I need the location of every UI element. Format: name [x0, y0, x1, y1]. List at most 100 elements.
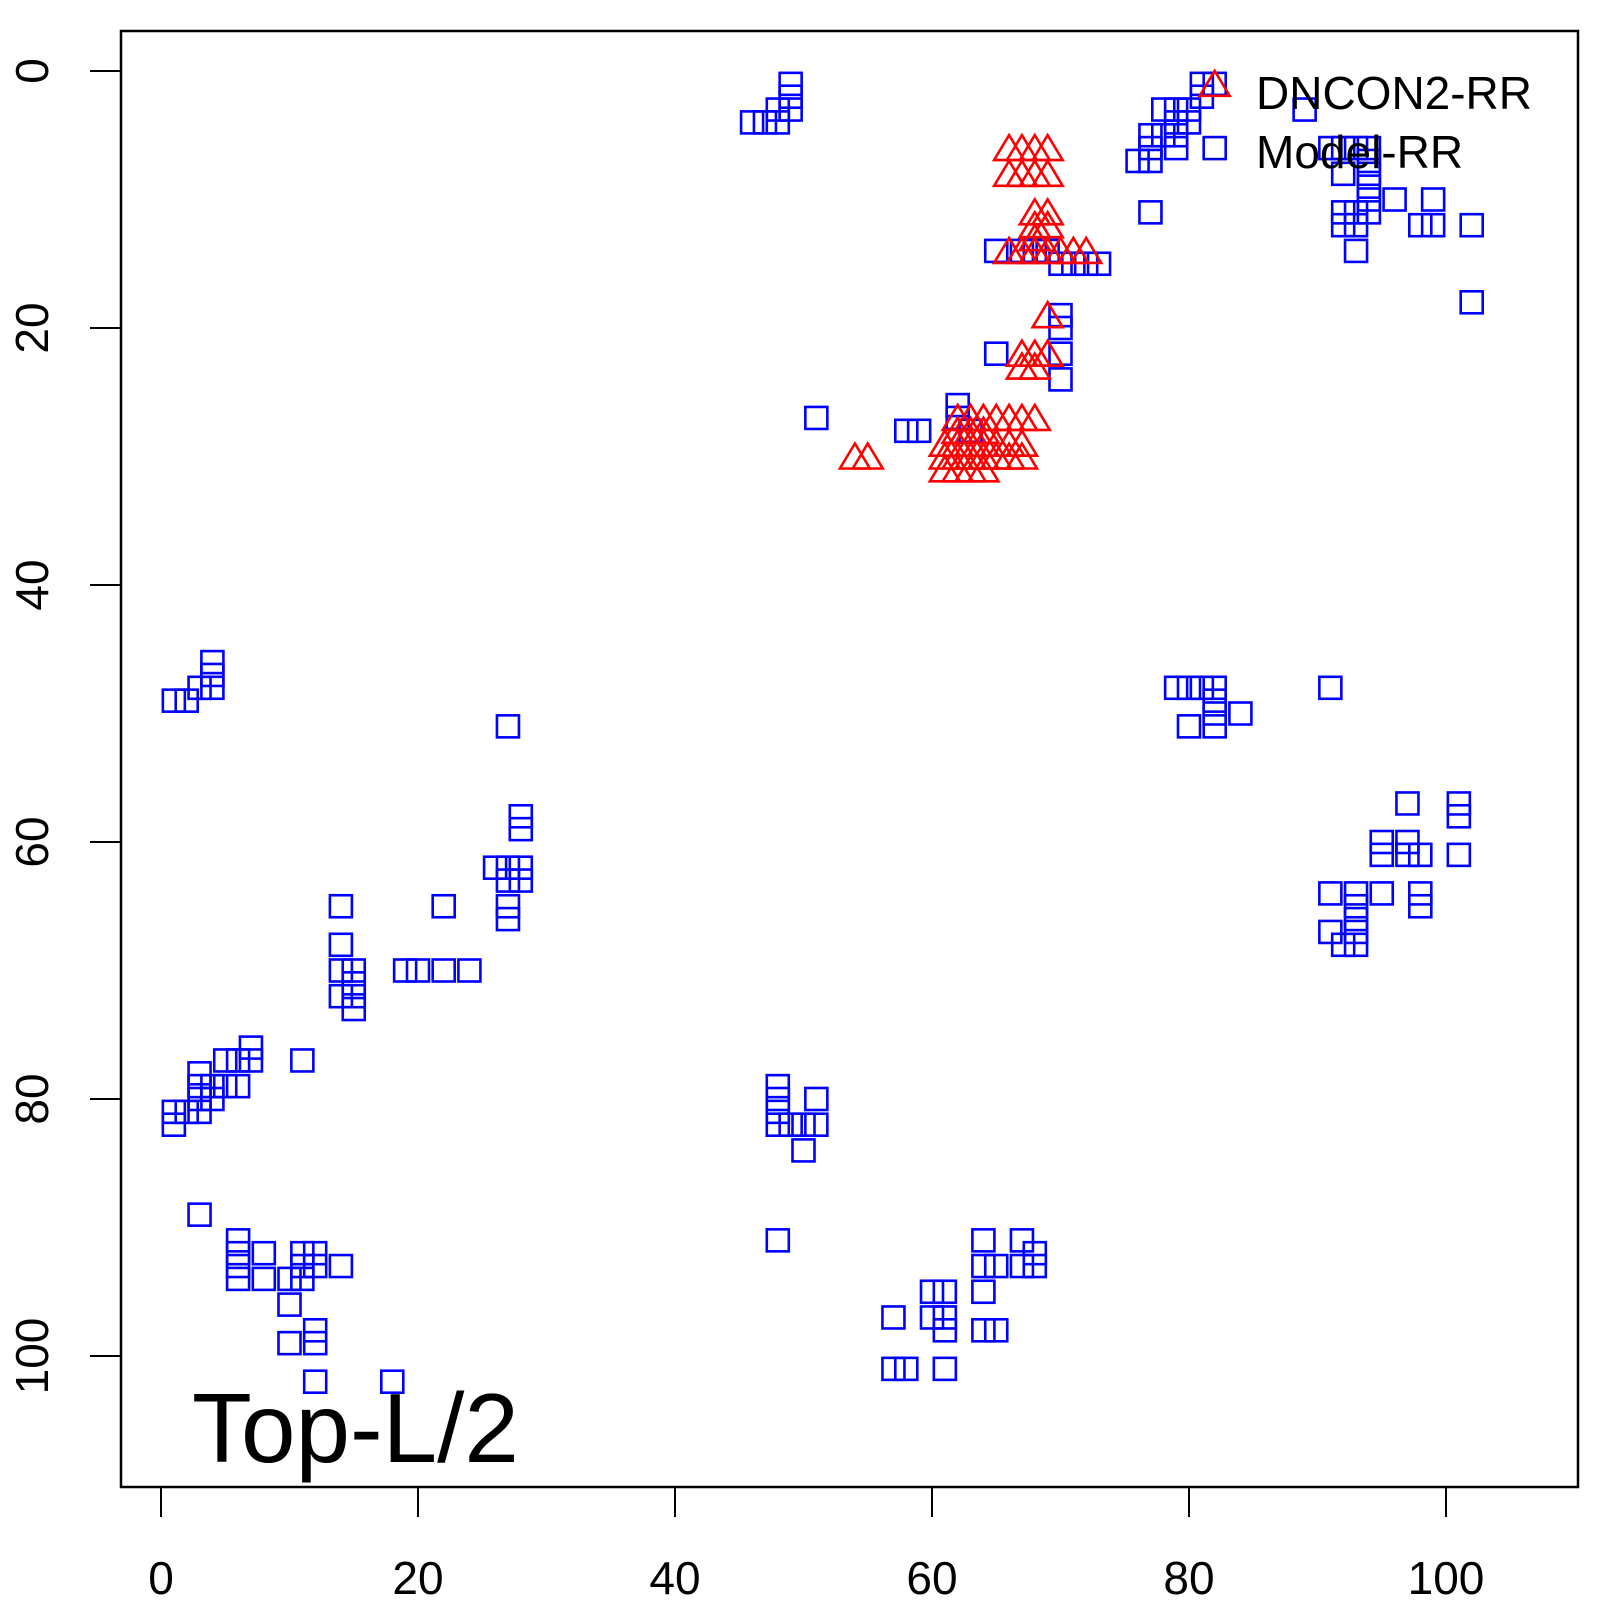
square-point — [1446, 791, 1472, 816]
square-point — [1395, 791, 1420, 816]
square-point — [983, 1318, 1009, 1343]
square-point — [277, 1330, 302, 1356]
square-point — [791, 1138, 816, 1163]
square-point — [1009, 1253, 1035, 1279]
square-point — [1176, 675, 1202, 701]
square-point — [983, 1253, 1009, 1279]
square-point — [983, 341, 1009, 367]
square-point — [893, 1356, 919, 1382]
square-point — [1330, 212, 1356, 238]
square-point — [174, 688, 199, 713]
square-point — [431, 893, 457, 919]
x-tick-label: 100 — [1408, 1552, 1485, 1600]
square-point — [328, 1253, 354, 1279]
square-point — [1009, 1228, 1035, 1253]
triangle-point — [1197, 68, 1232, 98]
square-point — [1330, 135, 1356, 161]
triangle-point — [1004, 440, 1040, 470]
x-tick-label: 20 — [392, 1552, 443, 1600]
square-point — [932, 1305, 958, 1330]
square-point — [1356, 174, 1382, 199]
square-point — [225, 1228, 251, 1253]
square-point — [302, 1318, 328, 1343]
square-point — [1176, 714, 1202, 739]
square-point — [290, 1048, 315, 1073]
square-point — [200, 1086, 225, 1112]
triangle-point — [1030, 299, 1065, 329]
square-point — [161, 688, 187, 713]
square-point — [1343, 906, 1369, 932]
square-point — [1318, 135, 1343, 161]
data-marks — [161, 68, 1484, 1394]
square-point — [1138, 122, 1163, 148]
square-point — [161, 1099, 187, 1125]
square-point — [187, 1099, 212, 1125]
square-point — [1395, 842, 1420, 868]
square-point — [187, 1086, 212, 1112]
square-point — [1356, 135, 1382, 161]
triangle-point — [1068, 235, 1104, 265]
square-point — [341, 958, 367, 983]
square-point — [804, 405, 829, 431]
square-point — [932, 1318, 958, 1343]
square-point — [495, 893, 521, 919]
square-point — [200, 649, 225, 675]
square-point — [1382, 187, 1407, 212]
square-point — [225, 1266, 251, 1292]
square-point — [1343, 881, 1369, 906]
square-point — [881, 1305, 906, 1330]
square-point — [302, 1253, 328, 1279]
square-point — [778, 97, 803, 122]
legend-entry-model: Model-RR — [1256, 126, 1463, 178]
square-point — [277, 1266, 302, 1292]
square-point — [765, 110, 791, 135]
square-point — [1343, 135, 1369, 161]
square-point — [778, 1112, 803, 1137]
square-point — [1459, 289, 1484, 315]
square-point — [1202, 701, 1227, 726]
y-tick-label: 80 — [6, 1073, 58, 1124]
square-point — [1446, 842, 1472, 868]
square-point — [919, 1305, 945, 1330]
square-point — [1202, 688, 1227, 713]
square-point — [765, 1228, 791, 1253]
square-point — [1420, 212, 1446, 238]
square-point — [1343, 200, 1369, 225]
y-tick-label: 40 — [6, 559, 58, 610]
square-point — [174, 1099, 199, 1125]
square-point — [1356, 187, 1382, 212]
square-point — [508, 803, 534, 829]
square-point — [482, 855, 508, 881]
square-point — [1292, 97, 1317, 122]
triangle-point — [1004, 428, 1040, 457]
square-point — [971, 1279, 996, 1305]
square-point — [225, 1253, 251, 1279]
square-point — [1022, 1253, 1048, 1279]
square-point — [1343, 238, 1369, 264]
square-point — [1138, 200, 1163, 225]
square-point — [932, 1356, 958, 1382]
square-point — [932, 1279, 958, 1305]
series-model-rr — [837, 68, 1232, 483]
square-point — [1356, 148, 1382, 174]
square-point — [791, 1112, 816, 1137]
square-point — [328, 958, 354, 983]
square-point — [971, 1228, 996, 1253]
square-point — [765, 1112, 791, 1137]
y-tick-label: 60 — [6, 816, 58, 867]
square-point — [1125, 148, 1150, 174]
triangle-point — [966, 453, 1001, 483]
square-point — [1022, 1240, 1048, 1266]
square-point — [893, 418, 919, 444]
square-point — [225, 1073, 251, 1099]
y-axis: 0 20 40 60 80 100 — [6, 58, 122, 1395]
square-point — [765, 1099, 791, 1125]
square-point — [906, 418, 932, 444]
square-point — [302, 1369, 328, 1394]
square-point — [379, 1369, 405, 1394]
square-point — [971, 1318, 996, 1343]
square-point — [495, 868, 521, 893]
square-point — [1356, 200, 1382, 225]
y-tick-label: 100 — [6, 1318, 58, 1395]
square-point — [200, 675, 225, 701]
